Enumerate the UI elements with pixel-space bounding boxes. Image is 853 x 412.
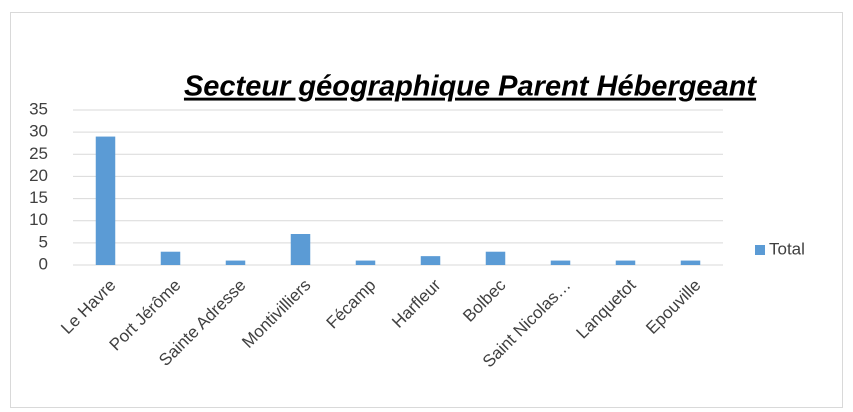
bar <box>615 260 636 265</box>
y-tick-label: 25 <box>29 144 48 163</box>
chart-frame <box>10 12 843 408</box>
y-tick-label: 15 <box>29 188 48 207</box>
bar <box>95 136 116 265</box>
y-tick-label: 20 <box>29 166 48 185</box>
bar <box>550 260 571 265</box>
y-tick-label: 0 <box>39 254 48 273</box>
y-tick-label: 30 <box>29 122 48 141</box>
bar <box>160 251 181 265</box>
y-tick-label: 35 <box>29 99 48 118</box>
chart-title: Secteur géographique Parent Hébergeant <box>184 71 757 103</box>
bar <box>420 256 441 265</box>
bar <box>680 260 701 265</box>
legend-swatch <box>755 245 765 255</box>
bar <box>485 251 506 265</box>
y-tick-label: 5 <box>39 232 48 251</box>
legend-label: Total <box>769 239 805 258</box>
bar <box>290 234 311 265</box>
bar <box>355 260 376 265</box>
bar <box>225 260 246 265</box>
y-tick-label: 10 <box>29 210 48 229</box>
